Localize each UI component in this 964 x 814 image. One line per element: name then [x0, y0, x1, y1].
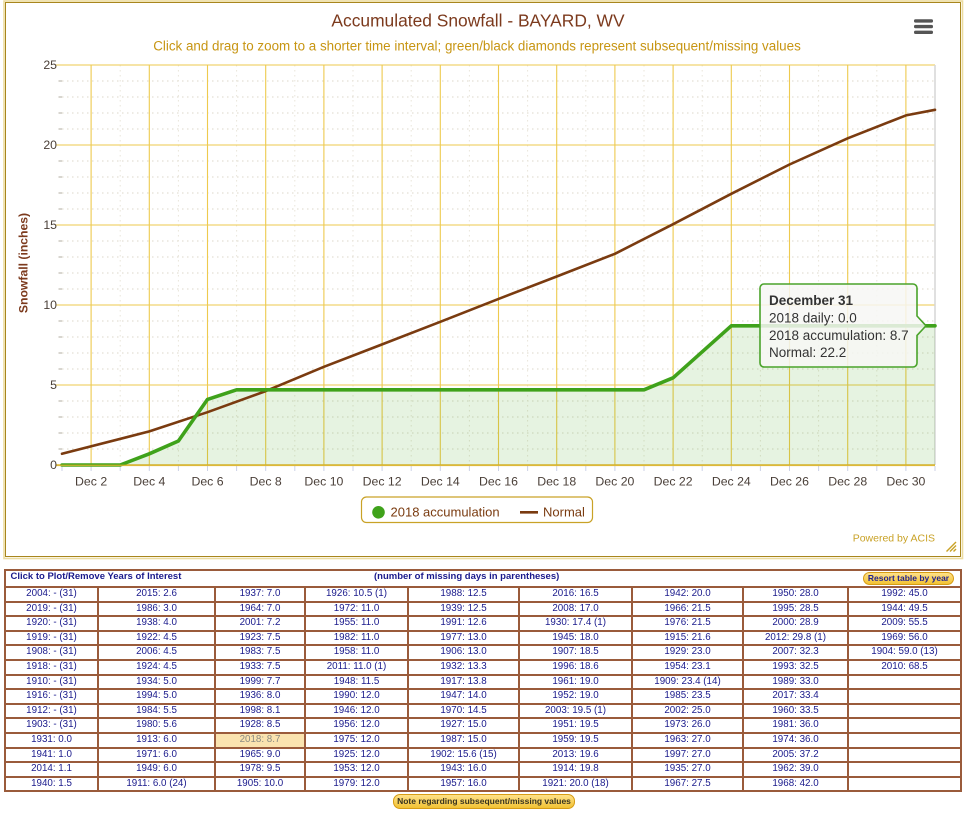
svg-text:2018 accumulation: 8.7: 2018 accumulation: 8.7	[769, 328, 909, 343]
svg-text:10: 10	[43, 298, 57, 312]
svg-text:Normal: Normal	[543, 505, 585, 520]
svg-text:Dec 12: Dec 12	[363, 475, 402, 489]
svg-text:2018 daily: 0.0: 2018 daily: 0.0	[769, 310, 857, 325]
svg-text:December 31: December 31	[769, 293, 854, 308]
svg-text:20: 20	[43, 138, 57, 152]
svg-text:Dec 16: Dec 16	[479, 475, 518, 489]
svg-text:Dec 4: Dec 4	[133, 475, 165, 489]
svg-text:Dec 10: Dec 10	[304, 475, 343, 489]
svg-text:Dec 18: Dec 18	[537, 475, 576, 489]
svg-text:Powered by ACIS: Powered by ACIS	[853, 533, 935, 545]
svg-text:Dec 22: Dec 22	[654, 475, 693, 489]
svg-text:Dec 6: Dec 6	[191, 475, 223, 489]
svg-text:Dec 2: Dec 2	[75, 475, 107, 489]
svg-text:5: 5	[50, 378, 57, 392]
svg-text:2018 accumulation: 2018 accumulation	[391, 505, 500, 520]
svg-text:Snowfall (inches): Snowfall (inches)	[17, 213, 31, 313]
svg-text:25: 25	[43, 58, 57, 72]
svg-text:Dec 24: Dec 24	[712, 475, 751, 489]
svg-text:Dec 14: Dec 14	[421, 475, 460, 489]
svg-text:0: 0	[50, 458, 57, 472]
svg-text:Accumulated Snowfall - BAYARD,: Accumulated Snowfall - BAYARD, WV	[331, 10, 625, 30]
svg-text:Dec 8: Dec 8	[250, 475, 282, 489]
svg-text:Dec 26: Dec 26	[770, 475, 809, 489]
svg-text:Normal: 22.2: Normal: 22.2	[769, 345, 846, 360]
svg-text:Click and drag to zoom to a sh: Click and drag to zoom to a shorter time…	[153, 39, 801, 54]
svg-text:Dec 28: Dec 28	[828, 475, 867, 489]
svg-text:Dec 30: Dec 30	[886, 475, 925, 489]
svg-text:15: 15	[43, 218, 57, 232]
svg-text:Dec 20: Dec 20	[595, 475, 634, 489]
